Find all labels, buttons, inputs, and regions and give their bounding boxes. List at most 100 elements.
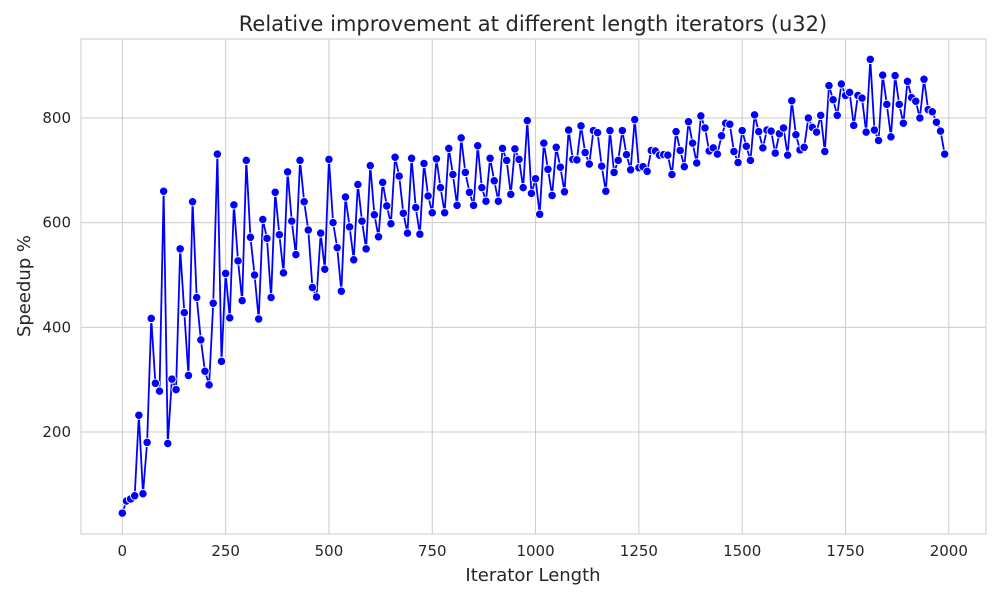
- data-point: [204, 380, 214, 390]
- data-point: [423, 191, 433, 201]
- y-tick-label: 800: [42, 109, 71, 127]
- x-tick-label: 500: [315, 542, 344, 560]
- data-point: [915, 113, 925, 123]
- data-point: [630, 114, 640, 125]
- data-point: [919, 74, 929, 84]
- data-point: [274, 230, 285, 240]
- data-point: [373, 232, 384, 242]
- plot-frame: [80, 38, 987, 535]
- data-point: [225, 313, 235, 323]
- data-point: [849, 120, 859, 130]
- data-point: [535, 209, 545, 219]
- data-point: [220, 268, 231, 279]
- data-point: [183, 370, 194, 381]
- data-point: [320, 264, 330, 274]
- data-point: [497, 143, 508, 154]
- data-point: [902, 76, 913, 87]
- plot-area: [81, 39, 986, 534]
- data-point: [254, 314, 264, 324]
- data-point: [419, 158, 429, 169]
- tick-layer: 0 250 500 750 1000 1250 1500 1750 2000 200 400 600 8…: [42, 109, 968, 560]
- data-point: [931, 117, 942, 127]
- data-point: [167, 374, 177, 384]
- data-point: [816, 110, 826, 121]
- x-tick-label: 750: [418, 542, 447, 560]
- y-tick-label: 400: [42, 318, 71, 336]
- grid-layer: [80, 38, 987, 535]
- x-tick-label: 1750: [826, 542, 864, 560]
- data-point: [791, 130, 801, 140]
- data-point: [258, 214, 268, 225]
- data-point: [427, 208, 437, 218]
- data-point: [344, 222, 355, 232]
- data-point: [692, 158, 702, 168]
- data-point: [894, 99, 904, 110]
- data-point: [468, 200, 479, 211]
- data-point: [799, 142, 809, 152]
- data-point: [489, 176, 499, 186]
- data-point: [241, 155, 251, 166]
- data-point: [444, 143, 454, 154]
- data-point: [415, 229, 425, 239]
- data-point: [927, 107, 937, 117]
- data-point: [572, 155, 582, 165]
- data-point: [613, 155, 623, 166]
- data-point: [324, 154, 334, 165]
- data-point: [398, 208, 408, 218]
- data-point: [824, 80, 834, 91]
- data-point: [754, 126, 764, 137]
- data-point: [311, 292, 322, 302]
- data-point: [766, 126, 776, 136]
- data-point: [501, 155, 512, 166]
- data-point: [857, 93, 867, 103]
- data-point: [890, 70, 900, 81]
- data-point: [584, 159, 594, 169]
- data-point: [696, 111, 706, 121]
- data-point: [378, 177, 388, 188]
- y-tick-label: 600: [42, 214, 71, 232]
- data-point: [940, 149, 950, 159]
- y-axis-label: Speedup %: [14, 235, 35, 337]
- data-point: [555, 162, 566, 172]
- data-point: [270, 187, 280, 197]
- data-point: [332, 243, 342, 253]
- data-point: [617, 125, 627, 136]
- data-point: [382, 201, 392, 211]
- series-line: [121, 58, 946, 514]
- data-point: [158, 186, 169, 196]
- data-point: [733, 157, 743, 168]
- data-point: [782, 150, 793, 160]
- data-point: [514, 154, 524, 165]
- data-point: [663, 150, 673, 160]
- data-point: [340, 192, 351, 202]
- data-point: [192, 292, 202, 303]
- data-point: [687, 138, 698, 148]
- data-point: [402, 228, 413, 238]
- data-point: [671, 126, 681, 137]
- data-point: [675, 145, 685, 156]
- data-point: [390, 152, 400, 162]
- data-point: [349, 255, 359, 265]
- data-point: [861, 127, 871, 137]
- data-point: [171, 384, 181, 395]
- data-point: [233, 256, 243, 266]
- data-point: [621, 149, 632, 160]
- data-point: [154, 386, 165, 396]
- data-point: [725, 119, 735, 129]
- data-point: [386, 219, 396, 229]
- x-tick-label: 2000: [930, 542, 968, 560]
- data-point: [200, 366, 210, 376]
- data-point: [146, 313, 156, 324]
- x-tick-label: 1500: [723, 542, 761, 560]
- data-point: [175, 244, 185, 254]
- data-point: [179, 308, 189, 318]
- data-point: [216, 356, 227, 366]
- data-point: [605, 125, 615, 136]
- data-point: [481, 196, 491, 206]
- data-point: [522, 115, 532, 126]
- data-point: [563, 125, 574, 135]
- chart-title: Relative improvement at different length…: [239, 12, 827, 36]
- data-point: [229, 200, 239, 210]
- data-point: [609, 167, 619, 178]
